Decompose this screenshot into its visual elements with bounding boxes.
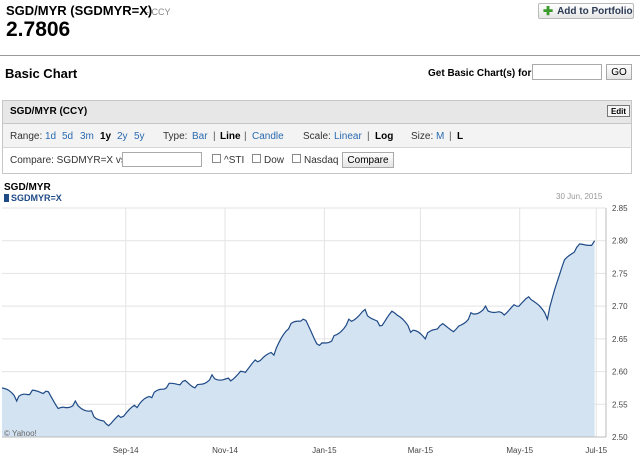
edit-button[interactable]: Edit	[607, 105, 630, 117]
add-to-portfolio-label: Add to Portfolio	[557, 5, 633, 17]
size-label: Size:	[411, 131, 434, 142]
separator: |	[367, 131, 370, 142]
type-candle[interactable]: Candle	[252, 131, 284, 142]
legend-entry: SGDMYR=X	[4, 193, 62, 203]
scale-label: Scale:	[303, 131, 331, 142]
y-tick-label: 2.60	[612, 368, 628, 377]
y-tick-label: 2.75	[612, 269, 628, 278]
size-m[interactable]: M	[436, 131, 445, 142]
compare-input[interactable]	[122, 152, 202, 167]
x-tick-label: Jul-15	[585, 446, 607, 455]
separator: |	[244, 131, 247, 142]
series-area	[2, 240, 595, 437]
x-tick-label: Nov-14	[212, 446, 238, 455]
y-tick-label: 2.80	[612, 237, 628, 246]
x-tick-label: Jan-15	[312, 446, 337, 455]
dow-checkbox[interactable]	[252, 154, 261, 163]
compare-button[interactable]: Compare	[342, 152, 394, 168]
type-label: Type:	[163, 131, 188, 142]
price-chart[interactable]: 2.50 2.55 2.60 2.65 2.70 2.75 2.80 2.85 Sep-14 No…	[0, 200, 640, 463]
scale-linear[interactable]: Linear	[334, 131, 362, 142]
panel-header	[2, 100, 632, 124]
x-tick-label: May-15	[506, 446, 533, 455]
range-3m[interactable]: 3m	[80, 131, 94, 142]
y-tick-label: 2.50	[612, 433, 628, 442]
nasdaq-label: Nasdaq	[304, 155, 339, 166]
quote-title: SGD/MYR (SGDMYR=X)	[6, 3, 153, 18]
get-chart-label: Get Basic Chart(s) for:	[428, 68, 535, 79]
go-button[interactable]: GO	[606, 64, 632, 80]
range-5d[interactable]: 5d	[62, 131, 74, 142]
separator: |	[449, 131, 452, 142]
panel-title: SGD/MYR (CCY)	[10, 106, 88, 117]
range-5y[interactable]: 5y	[134, 131, 145, 142]
nasdaq-checkbox[interactable]	[292, 154, 301, 163]
range-2y[interactable]: 2y	[117, 131, 128, 142]
size-l[interactable]: L	[457, 131, 464, 142]
range-1d[interactable]: 1d	[45, 131, 57, 142]
options-row	[2, 124, 632, 148]
last-price: 2.7806	[6, 18, 71, 41]
sti-label: ^STI	[224, 155, 245, 166]
sti-checkbox[interactable]	[212, 154, 221, 163]
add-to-portfolio-button[interactable]: ✚ Add to Portfolio	[538, 3, 634, 19]
plus-icon: ✚	[543, 4, 554, 18]
y-tick-label: 2.70	[612, 302, 628, 311]
dow-label: Dow	[264, 155, 285, 166]
chart-title: SGD/MYR	[4, 182, 51, 193]
range-label: Range:	[10, 131, 43, 142]
copyright-label: © Yahoo!	[4, 429, 37, 438]
scale-log[interactable]: Log	[375, 131, 394, 142]
y-tick-label: 2.85	[612, 204, 628, 213]
symbol-input[interactable]	[532, 64, 602, 80]
separator: |	[213, 131, 216, 142]
x-tick-label: Sep-14	[113, 446, 139, 455]
legend-label: SGDMYR=X	[11, 193, 62, 203]
chart-date-label: 30 Jun, 2015	[556, 192, 603, 201]
type-bar[interactable]: Bar	[192, 131, 208, 142]
compare-label: Compare: SGDMYR=X vs	[10, 155, 126, 166]
y-tick-label: 2.55	[612, 400, 628, 409]
range-1y[interactable]: 1y	[100, 131, 112, 142]
header-divider	[0, 55, 640, 56]
x-tick-label: Mar-15	[408, 446, 434, 455]
type-line[interactable]: Line	[220, 131, 241, 142]
series-line	[1, 240, 596, 427]
section-title: Basic Chart	[5, 66, 78, 81]
exchange-label: - CCY	[146, 7, 171, 17]
legend-swatch	[4, 194, 9, 202]
y-tick-label: 2.65	[612, 335, 628, 344]
